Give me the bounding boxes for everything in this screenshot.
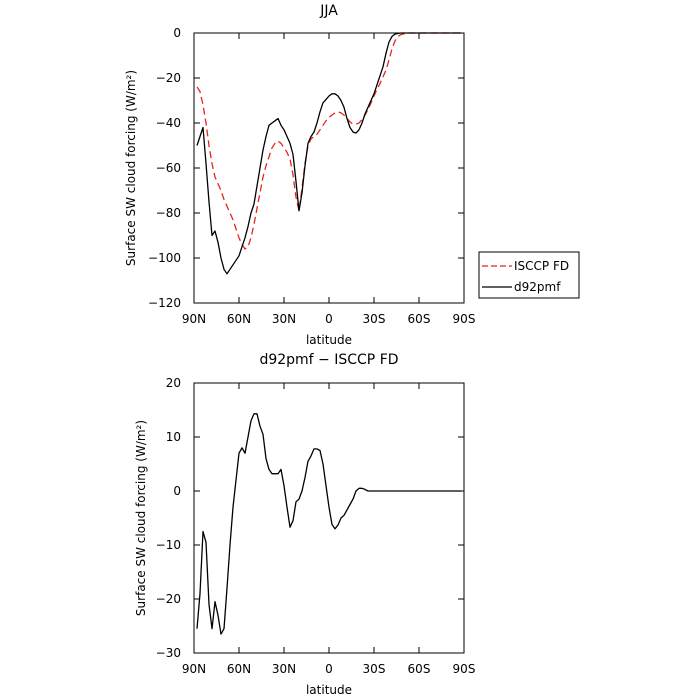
top-chart-title: JJA [319,3,338,19]
bottom-y-tick-label: −30 [156,646,181,660]
bottom-plot-frame [193,382,465,654]
top-axis-ticks: 90N 60N 30N 0 30S 60S 90S 0 −20 −40 −60 −80 −100 −120 [148,26,475,326]
top-x-tick-label: 60N [227,312,251,326]
top-x-axis-label: latitude [306,333,352,347]
top-y-tick-label: 0 [173,26,181,40]
top-y-tick-label: −120 [148,296,181,310]
bottom-y-axis-label: Surface SW cloud forcing (W/m²) [134,420,148,616]
top-y-tick-label: −100 [148,251,181,265]
top-x-tick-label: 0 [325,312,333,326]
top-x-tick-label: 60S [408,312,431,326]
top-x-tick-label: 90N [182,312,206,326]
top-y-tick-label: −80 [156,206,181,220]
bottom-x-tick-label: 60S [408,662,431,676]
top-y-axis-label: Surface SW cloud forcing (W/m²) [124,70,138,266]
legend: ISCCP FD d92pmf [478,251,580,299]
bottom-series-line-difference [196,413,461,635]
top-x-tick-label: 90S [453,312,476,326]
top-panel: JJA 90N 60N 30N 0 30S 60S 90S 0 −20 −40 −60 −80 −100… [124,3,475,347]
top-y-tick-label: −40 [156,116,181,130]
bottom-y-tick-label: 20 [166,376,181,390]
top-series-line-isccp-fd [196,32,461,250]
top-x-tick-label: 30S [363,312,386,326]
bottom-x-axis-label: latitude [306,683,352,697]
bottom-x-tick-label: 30S [363,662,386,676]
legend-label-d92pmf: d92pmf [514,280,561,294]
bottom-y-tick-label: 0 [173,484,181,498]
bottom-y-tick-label: 10 [166,430,181,444]
bottom-series-lines [196,413,461,635]
bottom-axis-ticks: 90N 60N 30N 0 30S 60S 90S 20 10 0 −10 −20 −30 [156,376,476,676]
top-y-tick-label: −60 [156,161,181,175]
bottom-y-tick-label: −10 [156,538,181,552]
bottom-x-tick-label: 60N [227,662,251,676]
top-series-line-d92pmf [196,32,461,275]
legend-box [478,251,580,299]
top-series-lines [196,32,461,275]
legend-label-isccp: ISCCP FD [514,259,569,273]
top-x-tick-label: 30N [272,312,296,326]
bottom-x-tick-label: 0 [325,662,333,676]
top-y-tick-label: −20 [156,71,181,85]
bottom-x-tick-label: 30N [272,662,296,676]
bottom-y-tick-label: −20 [156,592,181,606]
bottom-chart-title: d92pmf − ISCCP FD [259,352,398,368]
bottom-x-tick-label: 90N [182,662,206,676]
bottom-panel: d92pmf − ISCCP FD 90N 60N 30N 0 30S 60S 90S 20 1… [134,352,475,697]
bottom-x-tick-label: 90S [453,662,476,676]
